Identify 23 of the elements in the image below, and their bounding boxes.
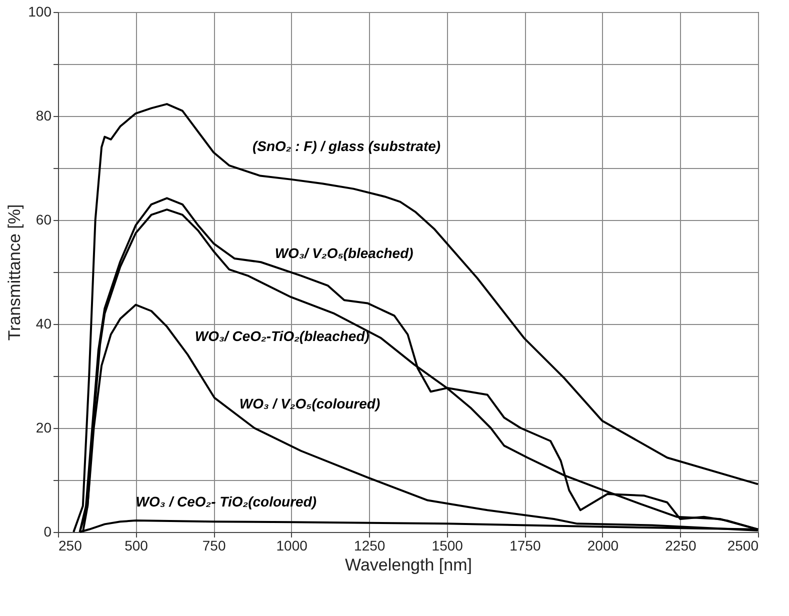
series-label: WO₃ / V₂O₅(coloured): [239, 396, 380, 412]
y-tick-label: 20: [36, 420, 52, 436]
x-tick-label: 1250: [354, 538, 386, 554]
y-tick-label: 80: [36, 108, 52, 124]
x-tick-label: 2000: [587, 538, 619, 554]
x-tick-label: 1750: [510, 538, 541, 554]
series-label: WO₃/ V₂O₅(bleached): [274, 244, 414, 261]
x-axis-title: Wavelength [nm]: [345, 556, 472, 574]
x-tick-label: 1000: [276, 538, 308, 554]
y-tick-label: 100: [28, 4, 52, 20]
y-tick-label: 40: [36, 316, 52, 332]
x-tick-label: 750: [202, 538, 226, 554]
x-tick-label: 2250: [665, 538, 697, 554]
x-tick-label: 2500: [727, 538, 759, 554]
y-tick-label: 60: [36, 212, 52, 228]
y-tick-label: 0: [44, 524, 52, 540]
series-label: (SnO₂ : F) / glass (substrate): [252, 138, 441, 154]
y-axis-title: Transmittance [%]: [5, 204, 24, 341]
x-tick-label: 1500: [432, 538, 464, 554]
x-tick-label: 250: [58, 538, 82, 554]
series-label: WO₃ / CeO₂- TiO₂(coloured): [136, 493, 317, 510]
series-label: WO₃/ CeO₂-TiO₂(bleached): [194, 328, 370, 344]
x-tick-label: 500: [124, 538, 148, 554]
